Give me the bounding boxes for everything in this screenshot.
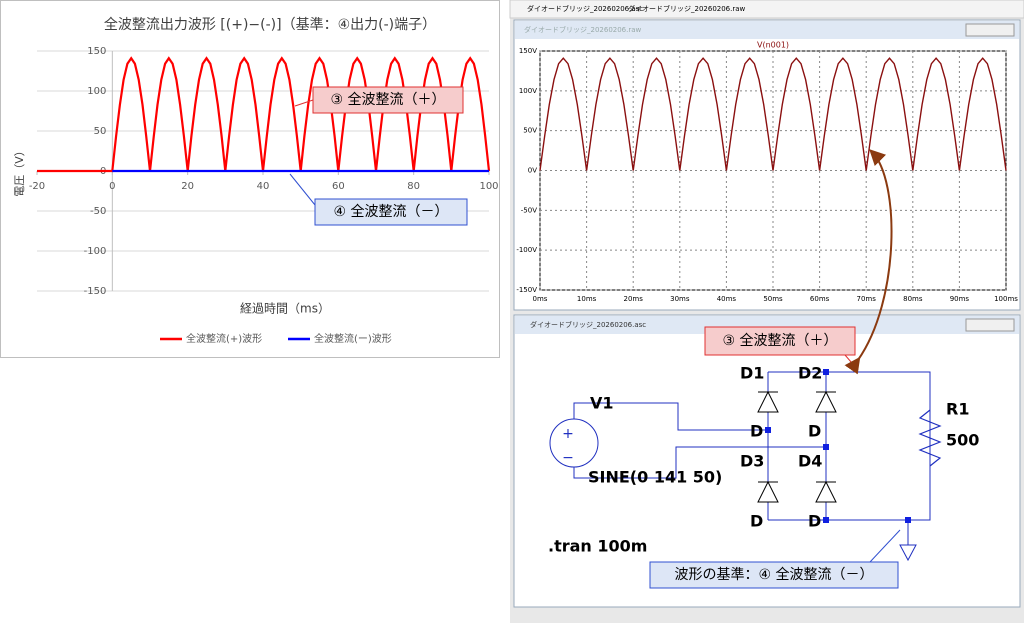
window-controls[interactable] — [965, 23, 1015, 37]
window-controls[interactable] — [965, 318, 1015, 332]
diode — [815, 480, 837, 503]
y-tick-label: 50 — [94, 126, 107, 137]
tab-bar — [509, 0, 1024, 19]
diode-name: D1 — [740, 364, 764, 383]
diode-name: D2 — [798, 364, 822, 383]
diode — [757, 480, 779, 503]
x-tick-label: 100ms — [994, 295, 1018, 303]
callout-box — [312, 86, 464, 114]
x-tick-label: 10ms — [577, 295, 597, 303]
diode-model: D — [808, 422, 821, 441]
x-tick-label: 0 — [109, 181, 115, 192]
x-tick-label: 30ms — [670, 295, 690, 303]
y-axis-label: 電圧（V） — [13, 145, 26, 197]
link-arrow — [844, 149, 893, 375]
y-tick-label: -100V — [516, 246, 537, 254]
x-tick-label: 40 — [257, 181, 270, 192]
source-value: SINE(0 141 50) — [588, 468, 722, 487]
window-title: ダイオードブリッジ_20260206.raw — [524, 25, 642, 34]
callout-box — [649, 561, 899, 589]
node — [765, 427, 771, 433]
y-tick-label: 100V — [519, 87, 537, 95]
nodes — [765, 369, 911, 523]
y-tick-label: 50V — [523, 127, 537, 135]
callout-leader — [294, 99, 314, 107]
x-tick-label: 40ms — [717, 295, 737, 303]
window-title: ダイオードブリッジ_20260206.asc — [530, 320, 646, 329]
directive: .tran 100m — [548, 537, 647, 556]
y-tick-label: 150 — [87, 46, 106, 57]
y-tick-label: -50V — [521, 206, 537, 214]
callout-leader — [289, 173, 316, 206]
x-tick-label: 0ms — [533, 295, 548, 303]
callout-box — [704, 326, 856, 356]
diode — [757, 390, 779, 413]
diode-model: D — [750, 512, 763, 531]
y-tick-label: -100 — [84, 246, 107, 257]
x-tick-label: 20 — [181, 181, 194, 192]
waveform-plot: -150V -100V -50V 0V 50V 100V 150V 0ms 10ms 20ms 30… — [516, 47, 1018, 303]
node — [823, 444, 829, 450]
x-tick-label: -20 — [29, 181, 45, 192]
y-tick-label: -150V — [516, 286, 537, 294]
resistor-name: R1 — [946, 400, 969, 419]
x-tick-label: 100 — [479, 181, 498, 192]
diodes — [757, 390, 837, 503]
diode — [815, 390, 837, 413]
resistor — [918, 409, 942, 467]
callout-text: ③ 全波整流（＋） — [722, 332, 837, 349]
diode-name: D4 — [798, 452, 822, 471]
callout-text: ③ 全波整流（＋） — [330, 91, 445, 108]
node — [905, 517, 911, 523]
x-axis-label: 経過時間（ms） — [240, 302, 330, 316]
x-tick-label: 90ms — [950, 295, 970, 303]
callout-leader — [869, 529, 901, 563]
chart-title: 全波整流出力波形 [(+)−(-)]（基準：④出力(-)端子） — [104, 16, 436, 33]
title-bar — [515, 21, 1019, 39]
trace-name: V(n001) — [757, 41, 789, 50]
x-tick-label: 50ms — [763, 295, 783, 303]
tab[interactable]: ダイオードブリッジ_20260206.raw — [628, 4, 746, 13]
diode-model: D — [808, 512, 821, 531]
source-minus: − — [562, 450, 574, 466]
callout-text: 波形の基準：④ 全波整流（－） — [674, 566, 873, 583]
title-bar — [515, 316, 1019, 334]
node — [823, 517, 829, 523]
callout-box — [314, 198, 468, 226]
y-tick-label: 0V — [528, 167, 537, 175]
ground — [899, 544, 917, 562]
chart-frame — [0, 0, 500, 358]
x-tick-label: 20ms — [624, 295, 644, 303]
source-name: V1 — [590, 394, 614, 413]
x-tick-label: 60 — [332, 181, 345, 192]
diode-model: D — [750, 422, 763, 441]
y-tick-label: 100 — [87, 86, 106, 97]
tab[interactable]: ダイオードブリッジ_20260206.asc — [527, 4, 643, 13]
trace — [539, 57, 1007, 171]
y-tick-label: 150V — [519, 47, 537, 55]
y-tick-label: -50 — [90, 206, 106, 217]
node — [823, 369, 829, 375]
source-plus: + — [562, 426, 574, 442]
x-tick-label: 60ms — [810, 295, 830, 303]
legend: 全波整流(+)波形 全波整流(ー)波形 — [160, 332, 392, 345]
resistor-value: 500 — [946, 431, 979, 450]
x-tick-label: 80ms — [903, 295, 923, 303]
diode-name: D3 — [740, 452, 764, 471]
x-tick-label: 80 — [407, 181, 420, 192]
x-tick-label: 70ms — [857, 295, 877, 303]
legend-label: 全波整流(+)波形 — [186, 332, 262, 345]
callout-text: ④ 全波整流（－） — [333, 203, 448, 220]
series-line — [37, 56, 491, 173]
y-tick-label: -150 — [84, 286, 107, 297]
legend-label: 全波整流(ー)波形 — [314, 332, 392, 345]
